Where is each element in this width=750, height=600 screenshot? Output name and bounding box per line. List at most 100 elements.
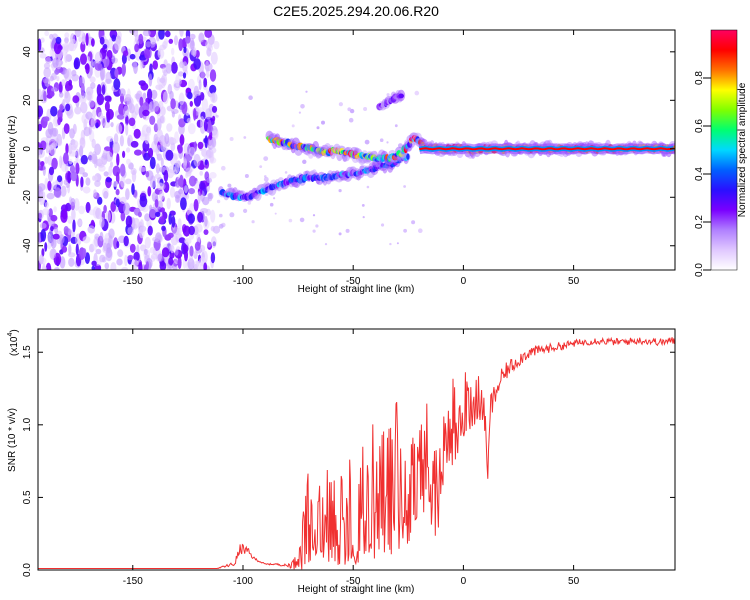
noise-blob [158, 216, 165, 225]
noise-blob [68, 257, 75, 267]
noise-blob [110, 122, 114, 128]
noise-blob [53, 41, 62, 55]
noise-blob [178, 78, 182, 85]
faint-dot [389, 242, 392, 246]
noise-blob [62, 208, 68, 220]
noise-blob [138, 33, 144, 45]
snr-scale-base: (x10 [9, 336, 20, 356]
faint-dot [396, 242, 399, 245]
noise-blob [175, 74, 180, 87]
noise-blob [83, 126, 91, 137]
faint-dot [251, 220, 255, 224]
noise-blob [168, 38, 174, 44]
snr-frame [37, 328, 676, 571]
colorbar-tick-label: 0.0 [694, 263, 705, 277]
noise-blob [82, 236, 91, 244]
noise-blob [158, 30, 165, 40]
noise-blob [193, 260, 201, 270]
noise-blob [67, 215, 73, 224]
faint-dot [348, 117, 354, 123]
noise-blob [125, 215, 132, 228]
noise-blob [204, 135, 208, 149]
noise-blob [49, 33, 54, 40]
noise-blob [38, 254, 44, 265]
noise-blob [113, 133, 119, 145]
noise-blob [181, 101, 188, 115]
noise-blob [203, 77, 208, 88]
noise-blob [138, 105, 145, 119]
noise-blob [149, 115, 156, 126]
noise-blob [38, 105, 44, 118]
noise-blob [72, 219, 76, 233]
noise-blob [59, 155, 63, 169]
noise-blob [96, 93, 105, 106]
faint-dot [227, 183, 232, 188]
noise-blob [74, 106, 82, 115]
noise-blob [114, 38, 121, 51]
noise-blob [51, 72, 57, 81]
noise-blob [161, 225, 166, 232]
noise-blob [157, 200, 163, 210]
noise-blob [142, 30, 151, 37]
noise-blob [116, 258, 123, 266]
noise-blob [163, 38, 169, 46]
y-tick-label: -40 [22, 238, 33, 253]
faint-dot [386, 93, 390, 97]
noise-blob [150, 89, 158, 100]
noise-blob [178, 237, 186, 244]
noise-blob [123, 50, 129, 57]
noise-blob [145, 261, 149, 270]
noise-blob [52, 57, 59, 68]
noise-blob [131, 183, 135, 196]
noise-blob [80, 101, 88, 114]
x-tick-label: -150 [123, 576, 143, 587]
noise-blob [97, 196, 103, 205]
noise-blob [103, 204, 107, 214]
noise-blob [42, 208, 50, 216]
noise-blob [179, 134, 185, 146]
noise-blob [210, 92, 218, 104]
noise-blob [86, 91, 92, 101]
noise-blob [133, 128, 141, 139]
spectrogram-frame [37, 29, 676, 271]
noise-blob [80, 83, 85, 96]
noise-blob [97, 111, 103, 119]
noise-blob [45, 128, 53, 139]
noise-blob [209, 84, 217, 94]
noise-blob [53, 206, 57, 213]
snr-line [38, 336, 675, 570]
noise-blob [50, 226, 54, 232]
noise-blob [88, 99, 95, 108]
noise-blob [179, 30, 184, 37]
noise-blob [47, 154, 52, 166]
noise-blob [88, 151, 94, 162]
noise-blob [139, 219, 145, 233]
noise-blob [153, 100, 160, 112]
noise-blob [166, 264, 172, 270]
noise-blob [168, 213, 172, 225]
noise-blob [65, 143, 69, 155]
noise-blob [50, 91, 55, 97]
noise-blob [144, 133, 150, 145]
y-tick-label: 1.0 [22, 417, 33, 431]
noise-blob [169, 244, 174, 251]
noise-blob [150, 39, 157, 45]
noise-blob [50, 106, 58, 117]
faint-dot [273, 197, 276, 200]
snr-scale-close: ) [9, 329, 20, 332]
noise-blob [123, 235, 129, 247]
noise-blob [95, 207, 102, 220]
noise-blob [64, 69, 68, 82]
noise-blob [206, 177, 212, 183]
noise-blob [41, 196, 46, 205]
noise-blob [148, 73, 153, 87]
noise-blob [138, 166, 147, 172]
noise-blob [122, 150, 126, 158]
noise-blob [145, 171, 150, 178]
noise-blob [38, 232, 42, 245]
noise-blob [171, 61, 178, 74]
noise-blob [74, 30, 82, 38]
noise-blob [82, 186, 91, 194]
noise-blob [123, 105, 129, 117]
noise-blob [212, 115, 216, 122]
